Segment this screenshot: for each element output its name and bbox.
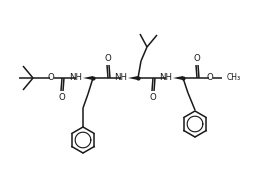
Text: O: O xyxy=(206,74,213,82)
Text: O: O xyxy=(59,93,65,102)
Text: O: O xyxy=(105,54,111,63)
Text: NH: NH xyxy=(115,72,127,82)
Polygon shape xyxy=(173,76,183,80)
Text: O: O xyxy=(47,74,54,82)
Text: CH₃: CH₃ xyxy=(227,74,241,82)
Text: NH: NH xyxy=(69,72,83,82)
Text: NH: NH xyxy=(160,72,172,82)
Polygon shape xyxy=(128,76,138,80)
Text: O: O xyxy=(150,93,156,102)
Polygon shape xyxy=(83,76,93,80)
Text: O: O xyxy=(194,54,200,63)
